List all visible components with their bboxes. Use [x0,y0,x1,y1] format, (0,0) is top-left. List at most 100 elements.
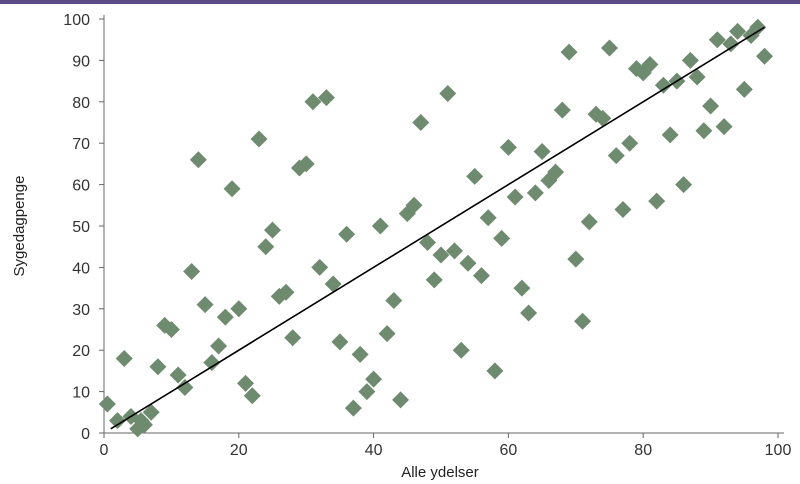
x-tick-label: 0 [100,442,109,459]
data-point [553,101,571,119]
data-point [378,325,396,343]
data-point [574,312,592,330]
data-point [708,31,726,49]
data-point [405,196,423,214]
x-tick-label: 40 [365,442,383,459]
data-point [419,234,437,252]
data-point [203,354,221,372]
data-point [277,283,295,301]
y-tick-label: 50 [72,219,90,236]
x-ticks: 0 20 40 60 80 100 [100,433,792,459]
data-point [594,109,612,127]
data-point [284,329,302,347]
data-point [526,184,544,202]
data-point [392,391,410,409]
data-point [243,387,261,405]
y-tick-label: 0 [81,426,90,443]
data-point [641,56,659,74]
data-point [466,167,484,185]
data-point [729,22,747,40]
data-point [520,304,538,322]
x-tick-label: 100 [765,442,792,459]
data-point [749,18,767,36]
x-axis-title: Alle ydelser [401,464,479,481]
data-point [688,68,706,86]
data-point [169,366,187,384]
data-point [432,246,450,264]
data-point [513,279,531,297]
data-point [230,300,248,318]
data-point [311,258,329,276]
data-point [654,76,672,94]
data-point [648,192,666,210]
data-point [162,321,180,338]
data-point [735,80,753,98]
data-point [567,250,585,268]
data-point [237,374,255,392]
data-point [338,225,356,243]
data-point [580,213,598,231]
data-point [317,89,335,107]
data-point [331,333,349,351]
data-point [264,221,281,239]
data-point [176,378,194,396]
data-point [250,130,268,148]
y-tick-label: 20 [72,343,90,360]
data-point [675,176,693,194]
data-points [98,18,774,438]
data-point [695,122,713,140]
x-tick-label: 80 [634,442,652,459]
y-tick-label: 40 [72,260,90,277]
data-point [297,155,315,173]
data-point [614,200,632,218]
data-point [257,238,275,256]
y-tick-label: 100 [63,12,90,29]
y-ticks: 0 10 20 30 40 50 60 70 80 90 100 [63,12,104,443]
axes [103,15,784,434]
data-point [722,35,740,53]
data-point [358,383,376,401]
data-point [493,229,511,247]
y-tick-label: 10 [72,385,90,402]
data-point [344,399,362,417]
x-tick-label: 20 [230,442,248,459]
data-point [506,188,524,206]
data-point [452,341,470,359]
data-point [702,97,720,115]
data-point [560,43,578,61]
y-tick-label: 90 [72,53,90,70]
data-point [425,271,443,289]
data-point [499,138,517,156]
data-point [365,370,383,388]
y-tick-label: 30 [72,302,90,319]
data-point [189,151,207,169]
data-point [108,412,126,430]
data-point [210,337,228,355]
data-point [371,217,389,235]
data-point [607,147,625,165]
data-point [661,126,679,144]
data-point [681,51,699,69]
trendline [110,26,765,430]
data-point [223,180,241,198]
data-point [149,358,167,376]
y-tick-label: 60 [72,178,90,195]
data-point [601,39,618,57]
y-tick-label: 80 [72,95,90,112]
data-point [445,242,463,260]
data-point [216,308,234,326]
data-point [304,93,322,111]
data-point [351,345,369,363]
data-point [412,114,430,131]
x-tick-label: 60 [500,442,518,459]
data-point [533,142,551,160]
data-point [621,134,639,152]
data-point [98,395,116,413]
data-point [715,118,733,136]
data-point [142,403,160,421]
data-point [472,267,490,285]
y-axis-title: Sygedagpenge [11,176,28,277]
data-point [196,296,214,314]
data-point [439,85,457,103]
